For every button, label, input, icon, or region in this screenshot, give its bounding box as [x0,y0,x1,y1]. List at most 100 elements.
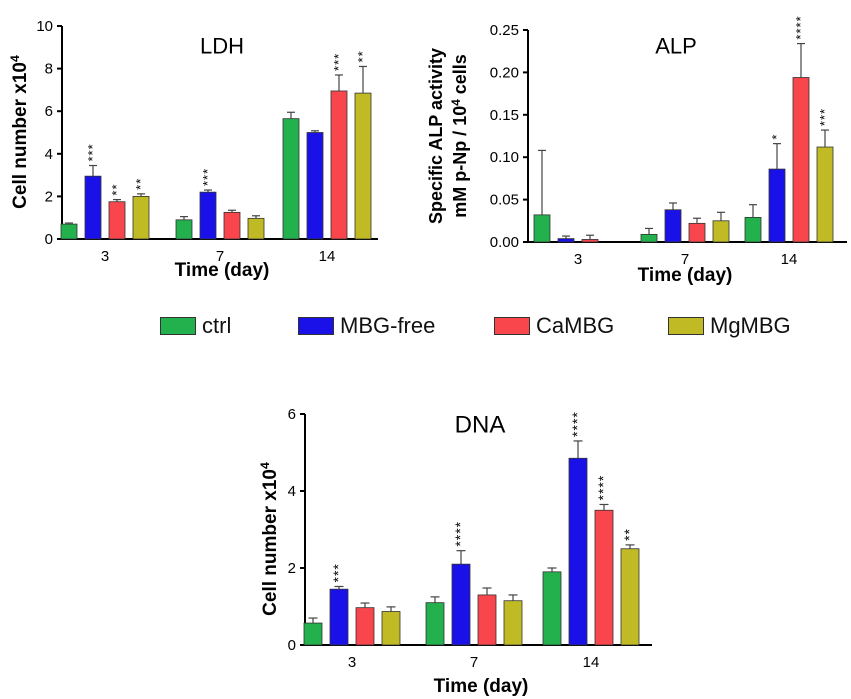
x-tick-label: 3 [101,248,109,265]
bar [477,594,497,646]
significance-label: ** [109,183,124,195]
y-axis-label: Cell number x104 [8,55,31,209]
legend-label-mbg-free: MBG-free [340,313,436,338]
bar [355,607,375,646]
significance-label: ** [133,178,148,190]
bar [792,77,810,243]
y-tick-label: 0.05 [490,192,519,209]
bar [132,195,150,240]
legend-swatch-cambg [494,317,530,335]
bar [247,217,265,240]
bar [664,209,682,243]
y-axis-label-line2: mM p-Np / 104 cells [450,54,471,218]
alp-chart: 0.000.050.100.150.200.253 7 14********ALPT… [426,15,847,286]
bar [84,175,102,240]
bar [303,622,323,646]
y-axis-label: Cell number x104 [258,462,281,616]
x-tick-label: 14 [319,248,336,265]
x-axis-label: Time (day) [434,676,529,697]
bar [557,238,575,243]
significance-label: * [769,134,784,140]
chart-title: LDH [200,34,244,59]
legend-label-cambg: CaMBG [536,313,615,338]
significance-label: *** [85,143,100,161]
y-axis-label-text: Cell number x10 [10,62,31,209]
significance-label: **** [569,411,585,437]
bar [594,509,614,646]
y-tick-label: 2 [288,560,296,577]
bar [329,588,349,646]
x-axis-label: Time (day) [175,260,270,281]
y-axis-label-text: Specific ALP activity [426,48,446,224]
legend-label-ctrl: ctrl [202,313,232,338]
y-axis-label-superscript: 4 [258,462,272,469]
legend: ctrl MBG-free CaMBG MgMBG [0,313,851,343]
y-tick-label: 10 [36,18,53,35]
bar [533,214,551,243]
bar [568,457,588,646]
y-tick-label: 0.15 [490,107,519,124]
x-tick-label: 7 [216,248,224,265]
bar [542,571,562,646]
y-tick-label: 6 [45,103,53,120]
bar [306,132,324,240]
bar [712,220,730,243]
bar [581,239,599,243]
legend-item-mgmbg: MgMBG [668,313,791,339]
legend-label-mgmbg: MgMBG [710,313,791,338]
bar [223,211,241,240]
x-axis-label: Time (day) [638,265,733,286]
significance-label: **** [452,521,468,547]
x-tick-label: 7 [681,251,689,268]
bar [175,219,193,240]
bar [620,548,640,646]
y-tick-label: 0 [288,637,296,654]
legend-item-cambg: CaMBG [494,313,614,339]
significance-label: *** [200,168,215,186]
bar [425,602,445,646]
y-axis-label-superscript: 4 [8,55,22,62]
significance-label: *** [817,108,832,126]
legend-swatch-mgmbg [668,317,704,335]
bar [816,146,834,243]
y-tick-label: 0.25 [490,22,519,39]
y-axis-label-text: Cell number x10 [260,469,281,616]
x-tick-label: 7 [470,654,478,671]
legend-item-ctrl: ctrl [160,313,231,339]
bar [108,201,126,240]
bar [330,90,348,240]
bar [640,233,658,243]
bar [381,611,401,646]
chart-title: DNA [455,411,506,438]
legend-swatch-ctrl [160,317,196,335]
y-axis-label2-superscript: 4 [450,99,463,106]
legend-item-mbg-free: MBG-free [298,313,435,339]
legend-swatch-mbg-free [298,317,334,335]
y-axis-label2-text: mM p-Np / 10 [450,106,470,218]
significance-label: ** [355,50,370,62]
y-tick-label: 0.10 [490,149,519,166]
bar [282,118,300,240]
x-tick-label: 3 [348,654,356,671]
bar [503,600,523,646]
y-axis-label2-suffix: cells [450,54,470,99]
x-tick-label: 3 [574,251,582,268]
y-tick-label: 0.00 [490,234,519,251]
x-tick-label: 14 [781,251,798,268]
y-tick-label: 4 [45,146,53,163]
significance-label: ** [621,528,637,541]
y-tick-label: 0 [45,231,53,248]
y-tick-label: 6 [288,406,296,423]
significance-label: *** [331,53,346,71]
y-tick-label: 8 [45,61,53,78]
significance-label: *** [330,563,346,582]
bar [451,563,471,646]
y-tick-label: 2 [45,188,53,205]
bar [354,92,372,240]
y-axis-label: Specific ALP activity [426,48,446,224]
significance-label: **** [595,475,611,501]
bar [60,223,78,240]
